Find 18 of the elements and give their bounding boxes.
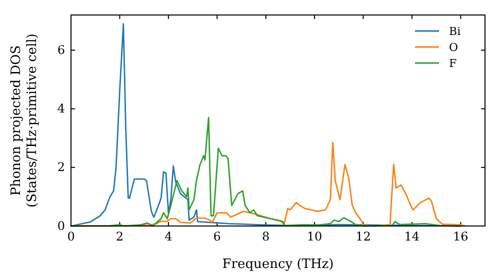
x-tick-label: 16	[453, 230, 468, 244]
x-tick-label: 12	[356, 230, 371, 244]
y-tick-label: 6	[57, 43, 65, 58]
y-tick-label: 0	[57, 218, 65, 233]
y-axis-title: Phonon projected DOS (States/THz·primitive cell)	[9, 33, 40, 208]
x-tick-label: 2	[116, 230, 124, 244]
x-axis-title: Frequency (THz)	[222, 257, 334, 272]
x-tick-label: 14	[404, 230, 420, 244]
x-tick-label: 0	[67, 230, 75, 244]
x-tick-label: 6	[213, 230, 221, 244]
x-tick-label: 10	[306, 230, 322, 244]
legend-label: Bi	[449, 25, 462, 38]
legend-label: O	[449, 41, 458, 54]
y-tick-label: 2	[57, 160, 65, 174]
y-tick-label: 4	[57, 102, 66, 116]
x-tick-label: 8	[262, 230, 270, 244]
x-tick-label: 4	[164, 230, 173, 244]
legend-label: F	[449, 57, 457, 70]
